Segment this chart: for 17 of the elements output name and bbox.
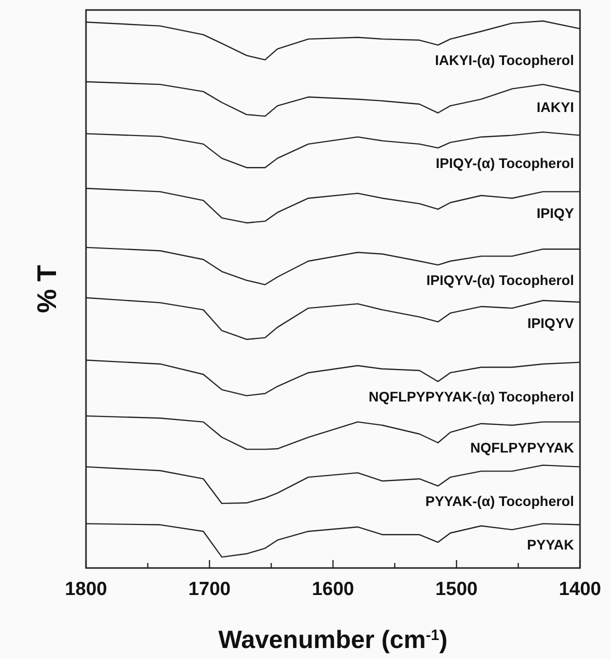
series-label: PYYAK bbox=[527, 536, 574, 553]
x-tick-label: 1800 bbox=[64, 579, 108, 600]
series-label: PYYAK-(α) Tocopherol bbox=[425, 492, 574, 509]
series-label: IPIQY bbox=[536, 205, 575, 222]
series-label: IAKYI bbox=[536, 99, 574, 116]
series-label: IPIQYV-(α) Tocopherol bbox=[426, 272, 574, 288]
x-tick-label: 1400 bbox=[558, 579, 602, 600]
series-label: IPIQY-(α) Tocopherol bbox=[436, 154, 574, 171]
y-axis-title: % T bbox=[32, 264, 62, 314]
series-label: IPIQYV bbox=[527, 315, 575, 332]
x-tick-label: 1700 bbox=[188, 579, 231, 600]
x-axis-title: Wavenumber (cm$^{-1}$) bbox=[218, 626, 448, 654]
series-label: NQFLPYPYYAK bbox=[470, 439, 574, 456]
x-tick-label: 1600 bbox=[312, 579, 354, 600]
series-label: IAKYI-(α) Tocopherol bbox=[434, 52, 574, 68]
x-tick-label: 1500 bbox=[435, 579, 478, 600]
series-label: NQFLPYPYYAK-(α) Tocopherol bbox=[368, 388, 574, 404]
